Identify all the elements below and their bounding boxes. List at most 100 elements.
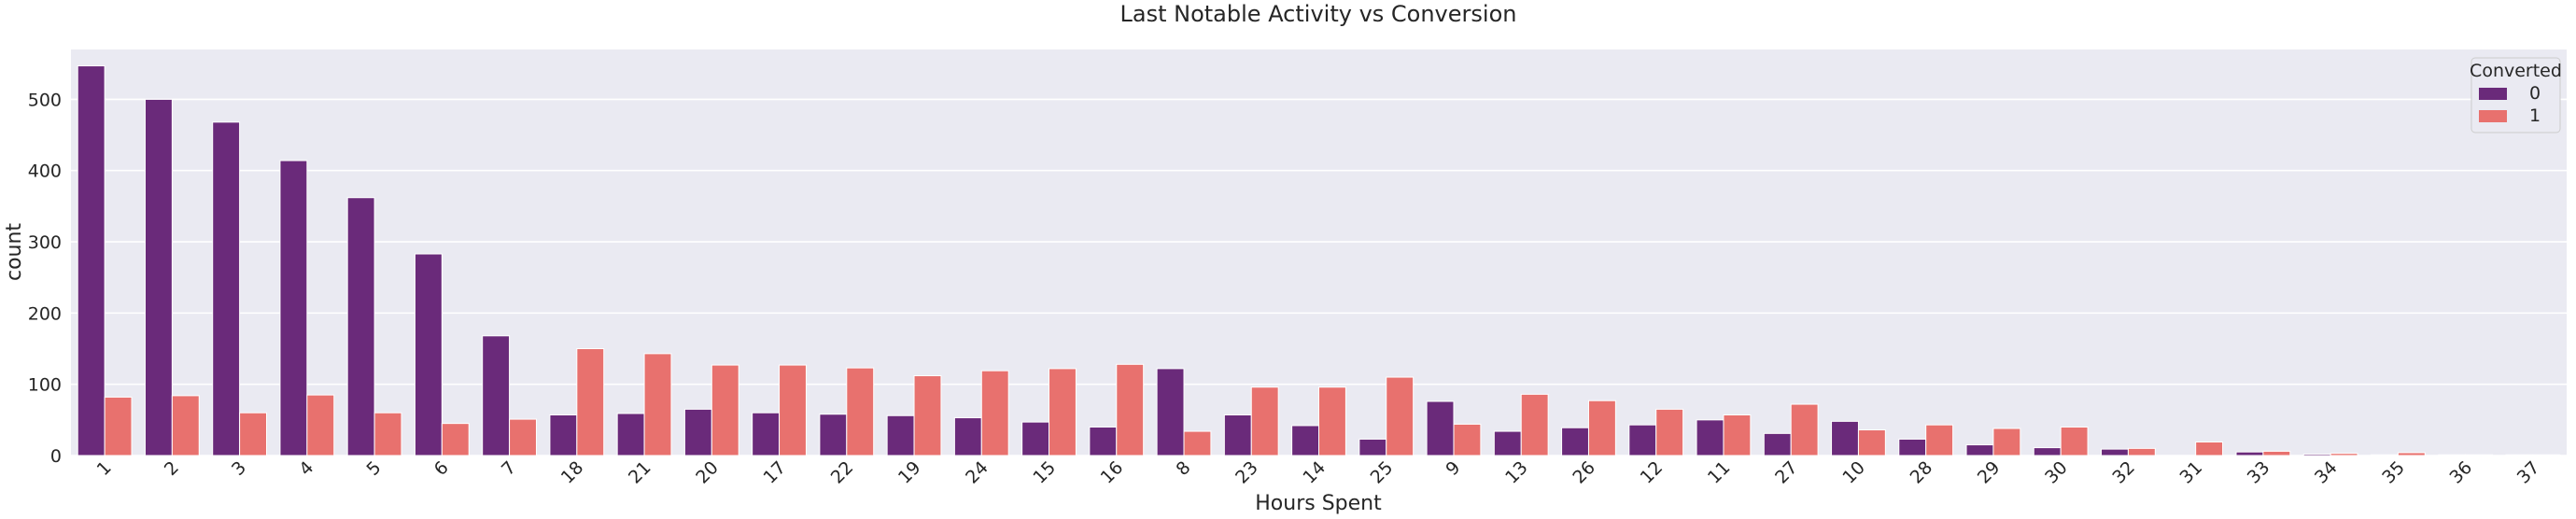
bar-converted-1-32 — [2127, 447, 2156, 456]
bar-converted-0-20 — [683, 408, 712, 456]
x-tick-label: 10 — [1838, 457, 1869, 488]
x-tick-label: 37 — [2513, 457, 2544, 488]
bar-converted-0-11 — [1696, 419, 1724, 456]
bar-converted-0-30 — [2033, 447, 2062, 456]
bar-converted-1-33 — [2262, 450, 2291, 456]
bar-converted-1-9 — [1453, 423, 1482, 456]
x-tick-label: 35 — [2378, 457, 2409, 488]
x-tick-label: 7 — [498, 457, 520, 480]
x-tick-label: 13 — [1501, 457, 1532, 488]
x-tick-label: 24 — [962, 457, 992, 488]
bar-converted-0-26 — [1561, 427, 1589, 456]
x-tick-label: 11 — [1704, 457, 1735, 488]
chart-title: Last Notable Activity vs Conversion — [1120, 1, 1517, 27]
bars — [77, 65, 2561, 456]
bar-converted-1-8 — [1183, 430, 1212, 456]
bar-converted-0-21 — [616, 413, 645, 456]
bar-converted-1-15 — [1049, 368, 1077, 456]
x-tick-label: 16 — [1097, 457, 1128, 488]
bar-converted-0-16 — [1089, 426, 1118, 456]
x-tick-label: 1 — [93, 457, 116, 480]
x-tick-label: 19 — [894, 457, 925, 488]
x-tick-label: 8 — [1172, 457, 1194, 480]
x-tick-label: 4 — [295, 457, 317, 480]
bar-converted-0-36 — [2438, 454, 2467, 456]
bar-converted-1-4 — [306, 394, 335, 456]
bar-converted-1-20 — [711, 364, 739, 456]
x-tick-label: 29 — [1974, 457, 2005, 488]
bar-converted-1-22 — [846, 367, 875, 456]
legend-title: Converted — [2470, 61, 2562, 81]
bar-converted-0-19 — [886, 414, 915, 456]
bar-converted-1-21 — [643, 353, 672, 456]
bar-converted-0-29 — [1965, 444, 1994, 456]
bar-converted-1-26 — [1587, 400, 1616, 456]
x-tick-label: 6 — [430, 457, 453, 480]
x-tick-label: 9 — [1442, 457, 1464, 480]
x-tick-label: 14 — [1299, 457, 1330, 488]
bar-converted-1-10 — [1857, 429, 1886, 456]
x-tick-label: 31 — [2176, 457, 2207, 488]
x-tick-label: 30 — [2041, 457, 2072, 488]
bar-converted-0-9 — [1426, 400, 1455, 456]
x-tick-label: 26 — [1569, 457, 1599, 488]
x-tick-label: 21 — [625, 457, 655, 488]
bar-converted-1-11 — [1723, 414, 1752, 456]
bar-converted-0-2 — [144, 98, 173, 456]
x-tick-label: 15 — [1029, 457, 1060, 488]
y-tick-label: 100 — [28, 375, 62, 396]
bar-converted-1-29 — [1992, 428, 2021, 456]
legend-label-1: 1 — [2529, 105, 2541, 126]
bar-converted-1-2 — [171, 395, 200, 456]
bar-converted-0-35 — [2370, 454, 2399, 456]
bar-converted-0-1 — [77, 65, 106, 456]
x-tick-label: 12 — [1637, 457, 1668, 488]
bar-converted-0-4 — [279, 160, 308, 456]
x-tick-label: 5 — [363, 457, 386, 480]
bar-converted-0-14 — [1291, 425, 1319, 456]
bar-converted-0-7 — [482, 335, 511, 456]
x-tick-label: 32 — [2108, 457, 2139, 488]
bar-converted-0-24 — [953, 417, 982, 456]
y-tick-label: 0 — [50, 446, 62, 467]
legend-swatch-1 — [2479, 110, 2507, 122]
bar-converted-1-19 — [913, 375, 942, 456]
x-tick-label: 27 — [1771, 457, 1802, 488]
bar-converted-1-1 — [104, 396, 133, 456]
x-tick-label: 18 — [557, 457, 588, 488]
x-tick-label: 2 — [161, 457, 183, 480]
bar-converted-1-17 — [779, 364, 807, 456]
x-tick-label: 33 — [2244, 457, 2274, 488]
bar-converted-1-7 — [509, 418, 537, 456]
bar-converted-1-5 — [373, 412, 402, 456]
bar-converted-1-27 — [1790, 403, 1819, 456]
bar-converted-1-12 — [1655, 408, 1684, 456]
x-tick-label: 17 — [759, 457, 790, 488]
y-tick-label: 400 — [28, 161, 62, 182]
x-tick-label: 28 — [1907, 457, 1937, 488]
bar-converted-1-35 — [2397, 452, 2426, 456]
bar-converted-0-28 — [1898, 438, 1927, 456]
y-tick-labels: 0 100 200 300 400 500 — [28, 90, 62, 467]
bar-converted-1-6 — [441, 423, 470, 456]
bar-converted-0-33 — [2235, 451, 2264, 456]
y-tick-label: 300 — [28, 232, 62, 253]
bar-converted-1-31 — [2195, 442, 2224, 456]
x-tick-labels: 1 2 3 4 5 6 7 18 21 20 17 22 19 24 15 16 8 23 14 25 9 13 26 12 1… — [93, 457, 2544, 488]
legend-swatch-0 — [2479, 88, 2507, 100]
bar-converted-0-6 — [414, 253, 443, 456]
x-tick-label: 36 — [2446, 457, 2477, 488]
x-tick-label: 22 — [827, 457, 858, 488]
x-tick-label: 25 — [1367, 457, 1398, 488]
bar-converted-1-36 — [2465, 454, 2494, 456]
bar-converted-0-18 — [549, 414, 578, 456]
bar-converted-0-13 — [1493, 430, 1522, 456]
bar-converted-0-10 — [1831, 420, 1859, 456]
bar-converted-0-27 — [1763, 432, 1792, 456]
x-tick-label: 34 — [2311, 457, 2342, 488]
bar-converted-1-24 — [980, 370, 1009, 456]
bar-converted-1-3 — [239, 412, 268, 456]
bar-converted-1-28 — [1925, 424, 1954, 456]
bar-converted-1-37 — [2532, 454, 2561, 456]
